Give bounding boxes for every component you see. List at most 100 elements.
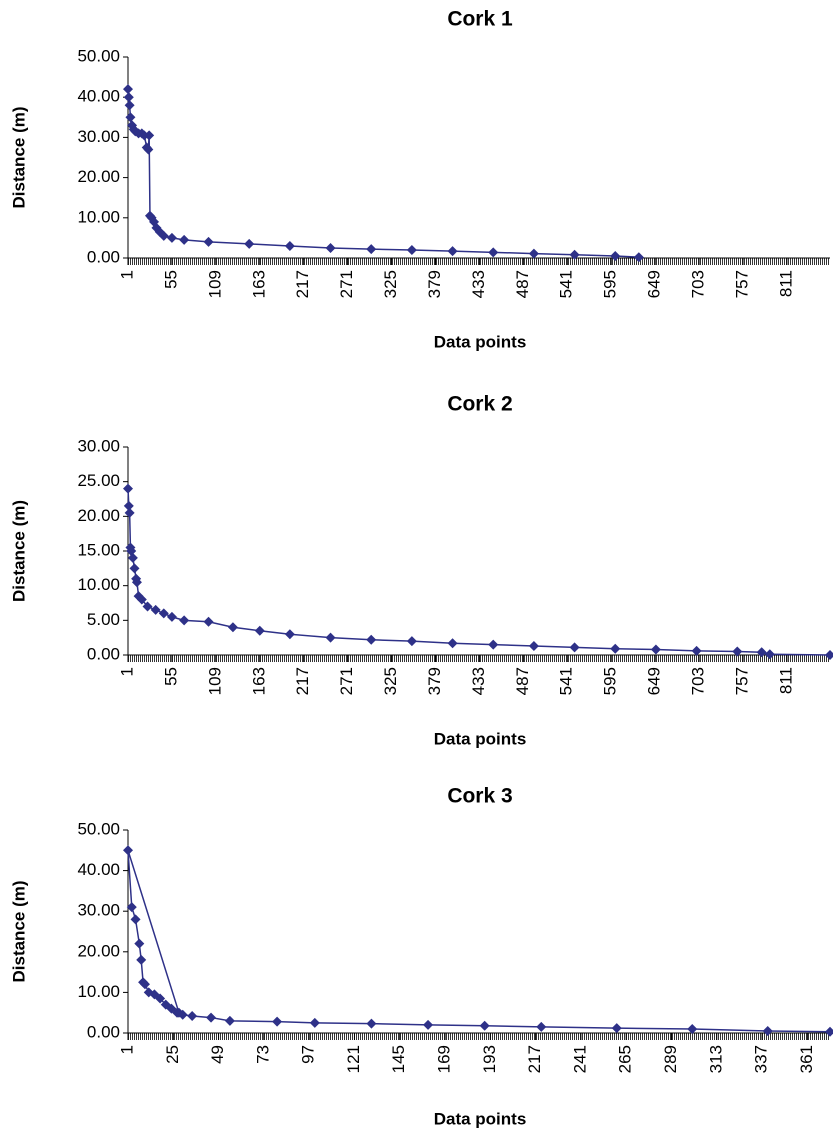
marker: [610, 250, 621, 261]
chart-title: Cork 3: [447, 785, 512, 808]
marker: [325, 632, 336, 643]
marker: [124, 507, 135, 518]
marker: [227, 622, 238, 633]
chart-title: Cork 2: [447, 393, 512, 416]
y-axis-title: Distance (m): [9, 106, 28, 208]
x-tick-label: 97: [299, 1045, 318, 1064]
marker: [166, 611, 177, 622]
marker: [536, 1021, 547, 1032]
x-tick-label: 595: [601, 270, 620, 298]
marker: [325, 242, 336, 253]
marker: [447, 246, 458, 257]
marker: [825, 1026, 833, 1037]
marker: [610, 643, 621, 654]
marker: [123, 483, 133, 494]
marker: [732, 646, 743, 657]
x-tick-label: 217: [293, 270, 312, 298]
x-tick-label: 757: [732, 667, 751, 695]
marker: [136, 954, 147, 965]
marker: [488, 639, 499, 650]
x-tick-label: 703: [689, 270, 708, 298]
x-tick-label: 337: [752, 1045, 771, 1073]
x-tick-label: 649: [645, 270, 664, 298]
y-tick-label: 0.00: [87, 1022, 120, 1041]
marker: [825, 650, 833, 660]
marker: [366, 1018, 377, 1029]
marker: [650, 644, 661, 655]
marker: [123, 500, 134, 511]
marker: [125, 112, 136, 123]
y-axis-title: Distance (m): [9, 880, 28, 982]
marker: [144, 130, 155, 141]
marker: [123, 92, 134, 103]
x-tick-label: 487: [513, 270, 532, 298]
x-tick-label: 433: [469, 270, 488, 298]
x-tick-label: 325: [381, 270, 400, 298]
marker: [187, 1010, 198, 1021]
y-tick-label: 40.00: [77, 860, 120, 879]
y-tick-label: 50.00: [77, 46, 120, 65]
x-tick-label: 1: [117, 667, 136, 676]
x-tick-label: 193: [480, 1045, 499, 1073]
x-tick-label: 163: [249, 270, 268, 298]
x-tick-label: 811: [776, 270, 795, 297]
marker: [123, 845, 133, 856]
marker: [423, 1019, 434, 1030]
x-tick-label: 1: [117, 270, 136, 279]
x-tick-label: 313: [706, 1045, 725, 1073]
marker: [179, 234, 190, 245]
series-line: [127, 850, 831, 1033]
y-tick-label: 10.00: [77, 207, 120, 226]
marker: [134, 938, 145, 949]
marker: [633, 252, 644, 263]
x-axis-title: Data points: [434, 332, 527, 351]
x-tick-label: 811: [776, 667, 795, 694]
y-axis-title: Distance (m): [9, 500, 28, 602]
marker: [206, 1012, 217, 1023]
marker: [143, 144, 154, 155]
marker: [528, 248, 539, 259]
x-tick-label: 649: [645, 667, 664, 695]
marker: [756, 647, 767, 658]
marker: [254, 625, 265, 636]
marker: [284, 629, 295, 640]
marker: [272, 1016, 283, 1027]
x-tick-label: 49: [208, 1045, 227, 1064]
marker: [764, 649, 775, 660]
series-line: [127, 89, 639, 258]
marker: [150, 604, 161, 615]
x-tick-label: 73: [253, 1045, 272, 1064]
marker: [124, 100, 135, 111]
y-tick-label: 10.00: [77, 575, 120, 594]
marker: [155, 993, 166, 1004]
marker: [158, 608, 169, 619]
x-tick-label: 109: [205, 667, 224, 695]
x-tick-label: 217: [293, 667, 312, 695]
marker: [611, 1023, 622, 1034]
x-tick-label: 433: [469, 667, 488, 695]
minor-ticks: [128, 1033, 830, 1040]
x-tick-label: 757: [732, 270, 751, 298]
y-tick-label: 40.00: [77, 87, 120, 106]
marker: [203, 616, 214, 627]
marker: [528, 640, 539, 651]
x-tick-label: 109: [205, 270, 224, 298]
marker: [179, 615, 190, 626]
marker: [447, 638, 458, 649]
y-tick-label: 0.00: [87, 247, 120, 266]
x-tick-label: 121: [344, 1045, 363, 1073]
marker: [131, 577, 142, 588]
marker: [126, 546, 137, 556]
marker: [284, 240, 295, 251]
marker: [139, 979, 150, 990]
marker: [488, 247, 499, 258]
y-tick-label: 5.00: [87, 610, 120, 629]
y-tick-label: 25.00: [77, 471, 120, 490]
marker: [177, 1009, 188, 1020]
x-axis-title: Data points: [434, 1109, 527, 1128]
x-tick-label: 325: [381, 667, 400, 695]
marker: [406, 244, 417, 255]
x-tick-label: 163: [249, 667, 268, 695]
series-line: [127, 488, 831, 656]
x-tick-label: 169: [435, 1045, 454, 1073]
